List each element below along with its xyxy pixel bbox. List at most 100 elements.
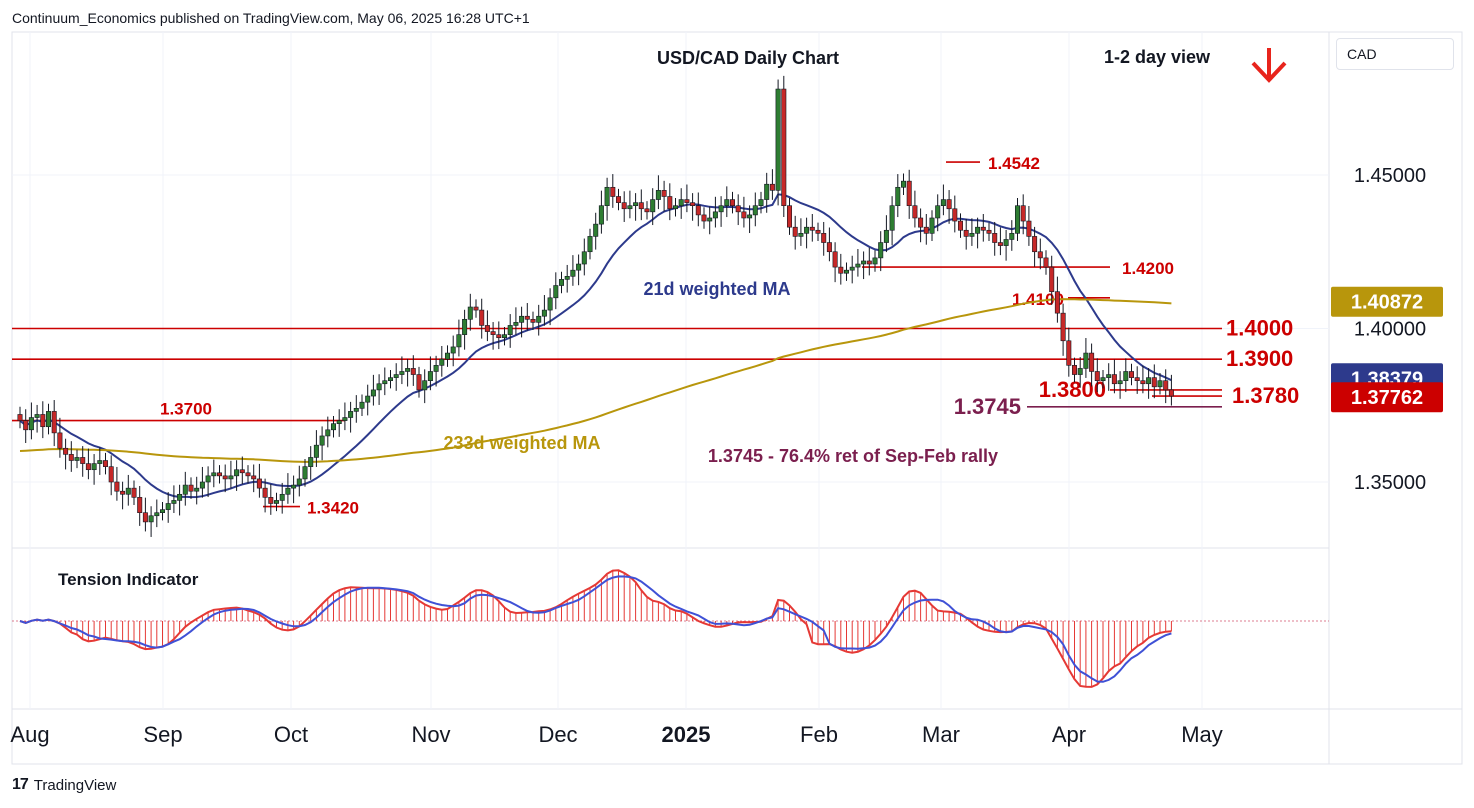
candle-body [690, 202, 696, 207]
level-label: 1.3780 [1232, 383, 1299, 408]
x-tick-label: May [1181, 722, 1223, 747]
candle-body [615, 196, 621, 203]
candle-body [729, 199, 735, 206]
x-tick-label: Nov [411, 722, 450, 747]
wma21-line [19, 193, 1172, 499]
candle-body [541, 309, 547, 317]
currency-selector[interactable]: CAD [1336, 38, 1454, 70]
candle-body [826, 242, 832, 253]
x-tick-label: Dec [538, 722, 577, 747]
candle-body [245, 472, 251, 477]
candle-body [513, 322, 519, 326]
candle-body [1129, 371, 1135, 378]
candle-body [553, 285, 559, 299]
candle-body [838, 266, 844, 274]
candle-body [883, 229, 889, 243]
tension-indicator-title: Tension Indicator [58, 570, 199, 589]
candle-body [1111, 374, 1117, 385]
candle-body [878, 242, 884, 259]
candle-body [125, 487, 131, 495]
candle-body [1066, 340, 1072, 366]
candle-body [211, 472, 217, 477]
candle-body [707, 217, 713, 222]
candle-body [912, 205, 918, 219]
candle-body [80, 457, 86, 464]
candle-body [598, 205, 604, 225]
candle-body [992, 233, 998, 243]
candle-body [484, 325, 490, 332]
footer: 17 TradingView [12, 776, 116, 794]
candle-body [273, 500, 279, 504]
level-label: 1.3900 [1226, 346, 1293, 371]
time-axis: Aug Sep Oct Nov Dec 2025 Feb Mar Apr May [10, 722, 1222, 747]
candle-body [160, 509, 166, 514]
level-label: 1.3800 [1039, 377, 1106, 402]
candle-body [501, 334, 507, 339]
candle-body [217, 472, 223, 477]
candle-body [205, 475, 211, 483]
candle-body [479, 309, 485, 326]
candle-body [148, 515, 154, 523]
candle-body [405, 368, 411, 372]
candle-body [1083, 352, 1089, 369]
candle-body [342, 417, 348, 421]
candle-body [490, 331, 496, 335]
candle-body [519, 315, 525, 323]
y-tick-label: 1.40000 [1354, 319, 1426, 341]
candle-body [108, 466, 114, 483]
candle-body [177, 493, 183, 501]
candle-body [849, 266, 855, 271]
candle-body [752, 205, 758, 216]
candle-body [952, 208, 958, 222]
candle-body [798, 233, 804, 237]
candle-body [747, 214, 753, 219]
candle-body [1134, 377, 1140, 381]
candle-body [45, 411, 51, 428]
candle-body [1032, 236, 1038, 253]
candle-body [1157, 380, 1163, 388]
candle-body [986, 229, 992, 234]
price-axis: 1.35000 1.40000 1.45000 [1354, 165, 1426, 494]
candle-body [855, 263, 861, 268]
candle-body [1054, 291, 1060, 314]
candle-body [279, 493, 285, 501]
candle-body [1049, 266, 1055, 292]
price-badge [1331, 286, 1443, 317]
candle-body [57, 432, 63, 449]
candle-body [422, 380, 428, 391]
candle-body [387, 377, 393, 381]
candle-body [222, 475, 228, 480]
candle-body [667, 196, 673, 210]
candle-body [285, 487, 291, 495]
candle-body [410, 368, 416, 375]
candle-body [604, 186, 610, 206]
candle-body [1026, 220, 1032, 237]
candle-body [91, 463, 97, 471]
candle-body [1123, 371, 1129, 381]
candle-body [228, 475, 234, 480]
candle-body [724, 199, 730, 206]
candle-body [40, 414, 46, 428]
candle-body [946, 199, 952, 210]
candle-body [137, 497, 143, 514]
candle-body [439, 358, 445, 366]
candle-body [678, 199, 684, 206]
candle-body [627, 205, 633, 210]
candle-body [701, 214, 707, 222]
candle-body [444, 352, 450, 360]
candle-body [1140, 380, 1146, 385]
candle-body [239, 469, 245, 474]
candle-body [621, 202, 627, 210]
candle-body [393, 374, 399, 378]
level-label: 1.3420 [307, 499, 359, 518]
candle-body [182, 484, 188, 495]
support-resistance-levels: 1.4000 1.3900 1.3800 1.3780 1.3745 1.3700 1.42… [12, 154, 1299, 518]
candle-body [587, 236, 593, 253]
candle-body [769, 183, 775, 191]
candle-body [1168, 389, 1174, 397]
candle-body [194, 487, 200, 492]
candle-body [165, 503, 171, 510]
candle-body [17, 414, 23, 421]
candle-body [120, 490, 126, 495]
